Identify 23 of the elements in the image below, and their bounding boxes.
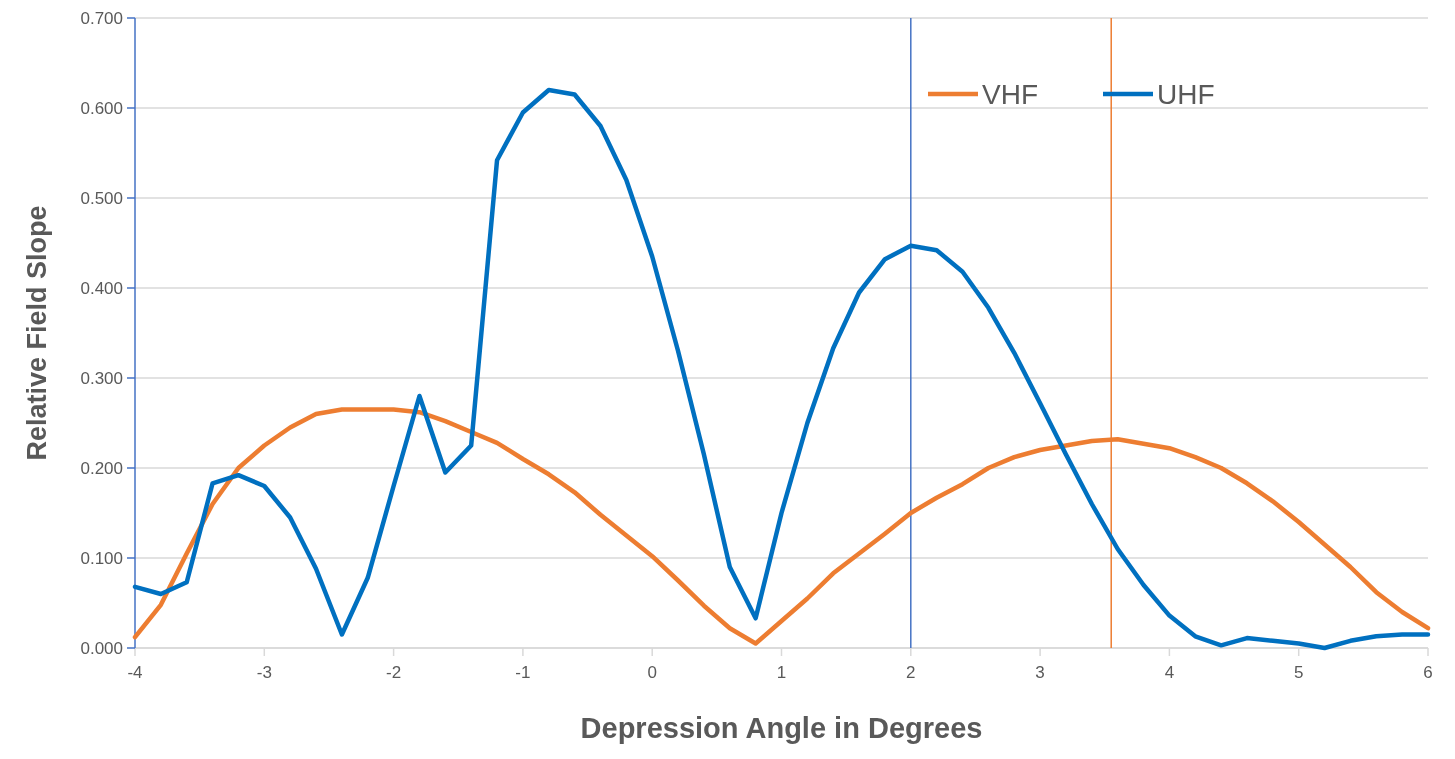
x-tick-label: 1	[776, 663, 787, 682]
y-tick-label: 0.700	[80, 9, 123, 28]
y-tick-label: 0.300	[80, 369, 123, 388]
x-tick-label: 2	[906, 663, 916, 682]
x-tick-label: 3	[1035, 663, 1045, 682]
x-tick-label: -2	[386, 663, 402, 682]
y-tick-label: 0.600	[80, 99, 123, 118]
y-tick-label: 0.400	[80, 279, 123, 298]
y-tick-label: 0.500	[80, 189, 123, 208]
x-tick-label: -3	[256, 663, 272, 682]
x-tick-label: 0	[647, 663, 657, 682]
y-tick-label: 0.200	[80, 459, 123, 478]
x-tick-label: 6	[1423, 663, 1433, 682]
x-tick-label: -4	[127, 663, 143, 682]
x-tick-label: -1	[515, 663, 531, 682]
legend-label: VHF	[982, 79, 1038, 110]
y-tick-label: 0.000	[80, 639, 123, 658]
x-tick-label: 5	[1293, 663, 1304, 682]
x-axis-title: Depression Angle in Degrees	[580, 712, 983, 744]
x-tick-label: 4	[1164, 663, 1175, 682]
legend-label: UHF	[1157, 79, 1215, 110]
y-axis-title: Relative Field Slope	[22, 205, 52, 461]
y-tick-label: 0.100	[80, 549, 123, 568]
